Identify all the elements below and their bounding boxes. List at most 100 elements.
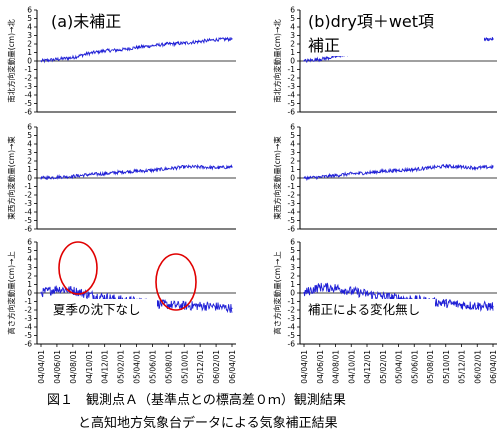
y-tick-label: -2	[25, 191, 33, 200]
x-tick-label: 05/06/01	[410, 350, 419, 384]
data-point	[231, 166, 233, 168]
data-point	[88, 174, 90, 176]
y-tick-label: -5	[288, 99, 296, 108]
y-tick-label: -4	[25, 323, 33, 332]
y-tick-label: 6	[290, 6, 295, 15]
y-tick-label: -3	[288, 314, 296, 323]
data-point	[135, 46, 138, 49]
y-tick-label: 0	[290, 289, 295, 298]
y-tick-label: 0	[27, 174, 32, 183]
data-point	[40, 177, 42, 179]
y-tick-label: 2	[290, 272, 295, 281]
y-tick-label: -5	[288, 331, 296, 340]
title-bg	[306, 10, 484, 56]
y-tick-label: 1	[290, 48, 295, 57]
data-point	[350, 290, 352, 292]
data-point	[366, 172, 368, 174]
data-point	[445, 165, 447, 167]
column-b-title-line1: (b)dry項＋wet項	[308, 12, 434, 31]
data-point	[40, 292, 42, 294]
data-point	[319, 58, 321, 60]
y-tick-label: 3	[290, 263, 295, 272]
data-point	[334, 56, 337, 58]
y-tick-label: 6	[27, 238, 32, 247]
y-tick-label: 6	[290, 123, 295, 132]
y-axis-label: 東西方向変動量(cm)→東	[6, 136, 16, 220]
y-tick-label: -2	[288, 74, 296, 83]
data-point	[199, 305, 201, 307]
y-axis-label: 高さ方向変動量(cm)→上	[272, 251, 282, 335]
highlight-ellipse	[155, 253, 197, 311]
y-tick-label: -3	[288, 199, 296, 208]
y-tick-label: -6	[288, 108, 296, 117]
y-tick-label: -4	[288, 91, 296, 100]
x-tick-label: 04/08/01	[69, 350, 78, 384]
x-tick-label: 04/04/01	[300, 350, 309, 384]
y-tick-label: -5	[25, 99, 33, 108]
y-tick-label: 6	[290, 238, 295, 247]
x-tick-label: 04/12/01	[101, 350, 110, 384]
y-tick-label: 0	[27, 289, 32, 298]
data-point	[445, 302, 447, 304]
y-tick-label: -6	[25, 225, 33, 234]
data-point	[303, 177, 305, 179]
x-tick-label: 05/04/01	[395, 350, 404, 384]
data-point	[72, 57, 74, 59]
series-line	[40, 36, 233, 64]
y-tick-label: -2	[288, 191, 296, 200]
data-point	[397, 297, 400, 299]
highlight-ellipse	[58, 241, 98, 295]
series-line	[40, 163, 233, 180]
y-tick-label: 6	[27, 123, 32, 132]
x-tick-label: 05/04/01	[133, 350, 142, 384]
y-tick-label: -1	[25, 65, 33, 74]
y-tick-label: -1	[25, 182, 33, 191]
y-tick-label: 3	[27, 31, 32, 40]
y-tick-label: 0	[27, 57, 32, 66]
y-tick-label: 3	[290, 31, 295, 40]
y-tick-label: 4	[27, 255, 32, 264]
caption-line-2: と高知地方気象台データによる気象補正結果	[78, 416, 338, 431]
data-point	[492, 166, 494, 168]
data-point	[120, 49, 122, 51]
data-point	[88, 294, 90, 296]
y-tick-label: -5	[288, 216, 296, 225]
x-tick-label: 05/10/01	[442, 350, 451, 384]
data-point	[135, 170, 138, 172]
y-tick-label: -4	[288, 208, 296, 217]
data-point	[167, 43, 169, 45]
y-tick-label: 5	[290, 131, 295, 140]
y-tick-label: -3	[25, 314, 33, 323]
annotation-bg	[50, 299, 157, 318]
y-tick-label: 5	[27, 14, 32, 23]
y-tick-label: 4	[290, 23, 295, 32]
y-tick-label: -6	[25, 340, 33, 349]
x-tick-label: 05/02/01	[379, 350, 388, 384]
data-point	[476, 305, 478, 307]
y-tick-label: 3	[27, 263, 32, 272]
data-point	[366, 293, 368, 295]
y-tick-label: 6	[27, 6, 32, 15]
data-point	[350, 173, 352, 175]
y-tick-label: -4	[25, 208, 33, 217]
data-point	[319, 286, 321, 288]
x-tick-label: 04/06/01	[53, 350, 62, 384]
y-tick-label: 4	[27, 23, 32, 32]
data-point	[215, 167, 217, 169]
y-tick-label: -5	[25, 331, 33, 340]
data-point	[476, 167, 478, 169]
y-tick-label: 5	[290, 246, 295, 255]
data-point	[56, 288, 58, 290]
data-point	[460, 304, 463, 306]
y-tick-label: 4	[27, 140, 32, 149]
data-point	[88, 52, 90, 55]
data-point	[334, 287, 337, 289]
data-point	[72, 289, 74, 291]
y-tick-label: -6	[288, 225, 296, 234]
y-tick-label: 1	[27, 48, 32, 57]
column-b-title-line2: 補正	[308, 36, 340, 55]
